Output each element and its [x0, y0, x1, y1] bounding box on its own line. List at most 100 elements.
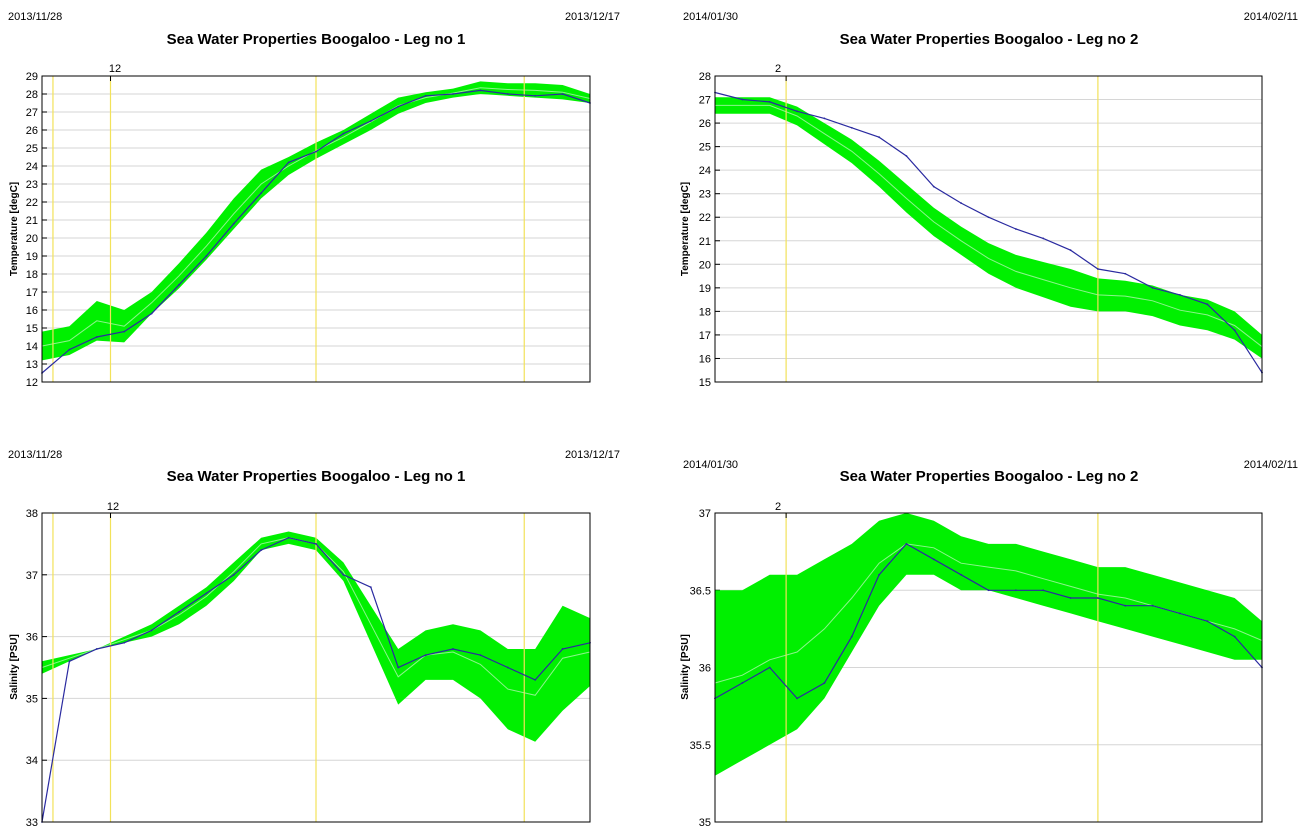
date-end: 2013/12/17: [565, 11, 620, 23]
y-tick-label: 17: [699, 330, 711, 342]
y-tick-label: 37: [699, 508, 711, 520]
data-point: [1151, 604, 1154, 607]
date-end: 2013/12/17: [565, 449, 620, 461]
data-point: [1151, 286, 1154, 289]
y-tick-label: 23: [26, 179, 38, 191]
y-tick-label: 14: [26, 341, 38, 353]
chart-svg: 2014/01/30 2014/02/11 Sea Water Properti…: [680, 11, 1298, 389]
data-point: [479, 89, 482, 92]
data-point: [534, 678, 537, 681]
data-point: [1097, 268, 1099, 270]
data-point: [397, 666, 400, 669]
data-point: [95, 648, 98, 650]
y-tick-label: 35.5: [690, 740, 711, 752]
data-point: [123, 330, 126, 333]
y-axis-label: Salinity [PSU]: [9, 634, 20, 700]
y-tick-label: 22: [26, 197, 38, 209]
y-tick-label: 17: [26, 287, 38, 299]
y-tick-label: 18: [26, 269, 38, 281]
data-point: [987, 216, 990, 219]
y-tick-label: 28: [699, 71, 711, 83]
uncertainty-band: [42, 81, 590, 361]
uncertainty-band: [42, 531, 590, 742]
data-point: [741, 98, 744, 101]
data-point: [452, 93, 454, 95]
data-point: [397, 105, 400, 108]
y-tick-label: 36.5: [690, 585, 711, 597]
y-tick-label: 25: [699, 142, 711, 154]
data-point: [932, 558, 935, 561]
top-tick-label: 2: [775, 63, 781, 75]
data-point: [150, 629, 153, 632]
date-end: 2014/02/11: [1244, 11, 1298, 23]
data-point: [1014, 589, 1017, 592]
chart-svg: 2013/11/28 2013/12/17 Sea Water Properti…: [8, 11, 620, 389]
data-point: [1206, 303, 1209, 306]
data-point: [1206, 620, 1209, 623]
band-midline: [715, 104, 1263, 348]
data-point: [1233, 329, 1236, 332]
y-tick-label: 35: [26, 693, 38, 705]
data-point: [232, 573, 235, 576]
data-point: [1179, 612, 1181, 615]
data-point: [905, 155, 908, 157]
data-point: [796, 697, 798, 700]
data-point: [741, 682, 744, 684]
y-tick-label: 26: [699, 118, 711, 130]
data-point: [850, 635, 853, 638]
y-tick-label: 37: [26, 570, 38, 582]
top-tick-label: 12: [107, 501, 119, 513]
chart-title: Sea Water Properties Boogaloo - Leg no 1: [167, 468, 466, 485]
data-point: [1069, 597, 1072, 599]
data-point: [205, 255, 208, 257]
data-point: [342, 132, 345, 135]
data-point: [1014, 228, 1017, 230]
y-tick-label: 12: [26, 377, 38, 389]
data-point: [1124, 272, 1127, 275]
y-tick-label: 20: [26, 233, 38, 245]
plot-frame: [714, 512, 1263, 823]
y-axis-label: Temperature [degC]: [680, 182, 691, 276]
data-point: [796, 110, 798, 113]
y-tick-label: 20: [699, 259, 711, 271]
date-end: 2014/02/11: [1244, 459, 1298, 471]
data-point: [123, 641, 126, 644]
y-tick-label: 15: [699, 377, 711, 389]
y-tick-label: 29: [26, 71, 38, 83]
y-tick-label: 15: [26, 323, 38, 335]
uncertainty-band: [715, 97, 1262, 359]
date-start: 2013/11/28: [8, 449, 62, 461]
data-point: [561, 648, 564, 650]
data-point: [260, 549, 263, 551]
data-point: [178, 610, 180, 613]
y-tick-label: 21: [26, 215, 38, 227]
y-tick-label: 34: [26, 755, 38, 767]
data-point: [68, 348, 71, 351]
y-tick-label: 23: [699, 189, 711, 201]
data-point: [1042, 589, 1045, 592]
data-point: [205, 592, 208, 595]
data-point: [506, 93, 509, 95]
data-point: [150, 312, 153, 315]
data-point: [452, 648, 454, 650]
data-point: [232, 222, 235, 225]
plot-frame: [41, 512, 591, 823]
data-point: [1042, 237, 1045, 240]
data-point: [768, 666, 771, 669]
chart-svg: 2013/11/28 2013/12/17 Sea Water Properti…: [8, 449, 620, 829]
y-tick-label: 19: [26, 251, 38, 263]
plot-frame: [714, 75, 1263, 383]
uncertainty-band: [715, 513, 1262, 776]
series-line: [714, 91, 1263, 373]
y-axis-label: Temperature [degC]: [9, 182, 20, 276]
data-point: [369, 586, 372, 589]
data-point: [1179, 294, 1181, 296]
data-point: [369, 120, 372, 122]
y-tick-label: 27: [699, 95, 711, 107]
chart-title: Sea Water Properties Boogaloo - Leg no 2: [840, 468, 1139, 485]
data-point: [768, 100, 771, 103]
data-point: [1124, 604, 1127, 607]
chart-temperature-leg1: 2013/11/28 2013/12/17 Sea Water Properti…: [0, 0, 640, 400]
y-tick-label: 35: [699, 817, 711, 829]
data-point: [424, 94, 427, 97]
